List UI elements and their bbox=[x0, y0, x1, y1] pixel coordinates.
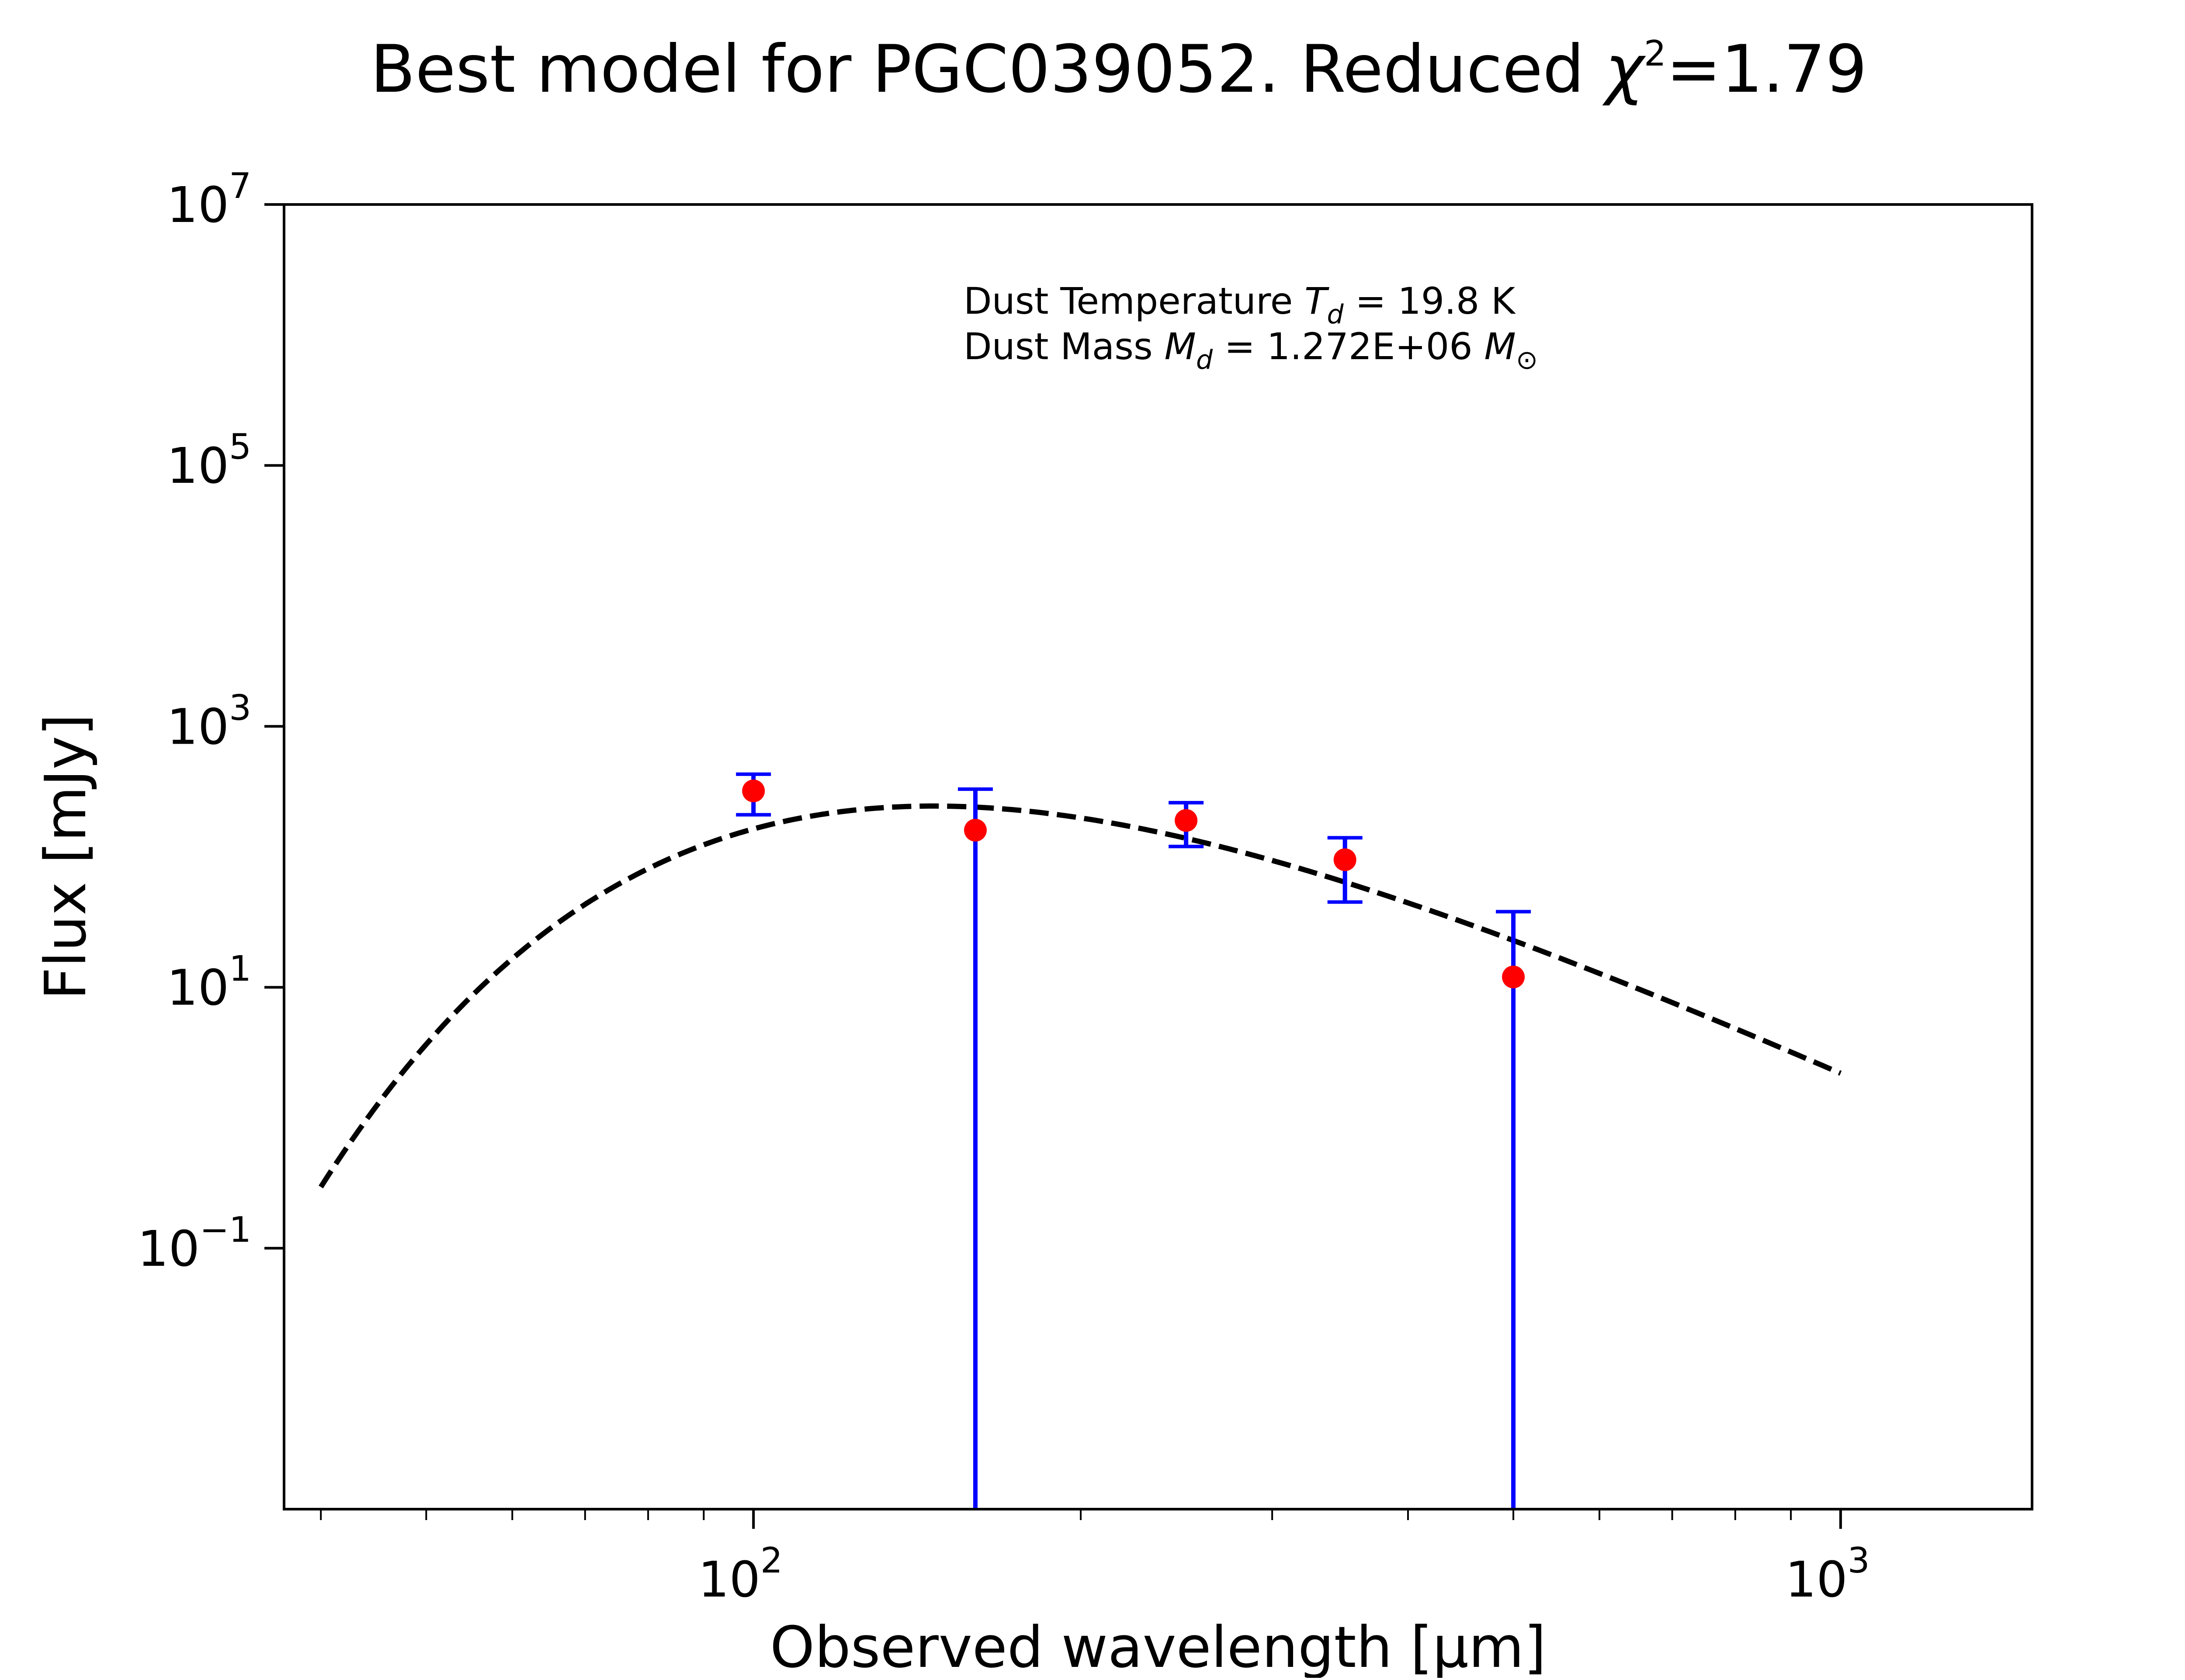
y-axis-label: Flux [mJy] bbox=[32, 714, 99, 1000]
y-tick-label-4: 101 bbox=[167, 949, 251, 1017]
plot-area bbox=[319, 772, 1842, 1509]
y-tick-label-2: 105 bbox=[167, 426, 251, 495]
axis-ticks: 102 103 107 105 103 101 10−1 bbox=[138, 166, 1870, 1608]
x-axis-label: Observed wavelength [μm] bbox=[770, 1614, 1546, 1678]
x-tick-label-1: 102 bbox=[698, 1540, 782, 1608]
y-tick-label-3: 103 bbox=[167, 687, 251, 755]
data-point-2 bbox=[957, 787, 993, 1509]
y-tick-label-5: 10−1 bbox=[138, 1209, 251, 1278]
data-point-1 bbox=[736, 772, 771, 817]
data-point-4 bbox=[1327, 836, 1363, 904]
plot-frame bbox=[283, 203, 2033, 1510]
data-marker bbox=[1333, 848, 1356, 871]
dust-mass-annotation: Dust Mass Md = 1.272E+06 M⊙ bbox=[964, 325, 1538, 375]
x-tick-label-2: 103 bbox=[1785, 1540, 1869, 1608]
chart-title: Best model for PGC039052. Reduced χ2=1.7… bbox=[371, 31, 1867, 107]
data-marker bbox=[742, 779, 765, 803]
data-marker bbox=[1175, 809, 1198, 832]
data-point-5 bbox=[1496, 910, 1531, 1509]
dust-temperature-annotation: Dust Temperature Td = 19.8 K bbox=[964, 280, 1516, 330]
y-tick-label-1: 107 bbox=[167, 166, 251, 234]
data-marker bbox=[1502, 965, 1525, 988]
model-curve bbox=[319, 803, 1842, 1188]
data-marker bbox=[964, 819, 987, 842]
data-point-3 bbox=[1169, 801, 1204, 849]
